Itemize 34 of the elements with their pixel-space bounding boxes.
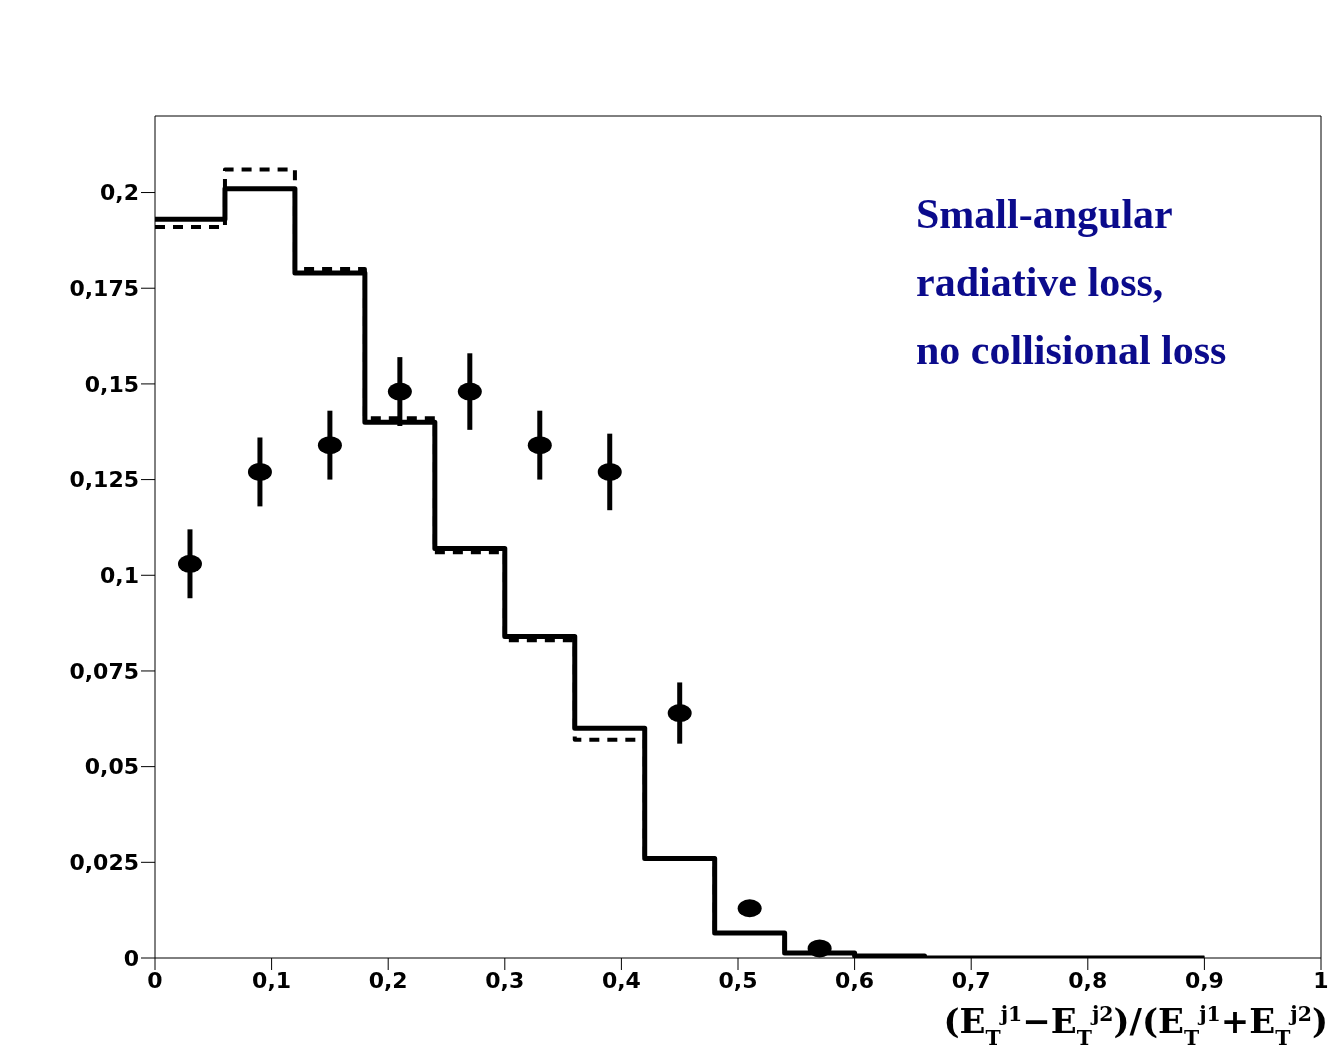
point <box>737 899 762 918</box>
x-tick-label: 0,7 <box>951 967 991 993</box>
y-tick-label: 0,025 <box>69 850 139 876</box>
x-tick-label: 0 <box>147 967 163 993</box>
annotation: radiative loss, <box>916 258 1165 307</box>
point <box>807 939 832 958</box>
y-tick-label: 0,075 <box>69 658 139 684</box>
annotation: no collisional loss <box>916 326 1227 375</box>
y-tick-label: 0,125 <box>69 467 139 493</box>
y-tick-label: 0,05 <box>84 754 139 780</box>
point <box>177 554 202 573</box>
x-tick-label: 0,5 <box>718 967 758 993</box>
point <box>387 382 412 401</box>
text: (E$_{T}$$^{j1}$−E$_{T}$$^{j2}$)/(E$_{T}$$^{j1}$+E$_{T}$$^{j2}$) <box>943 1001 1328 1050</box>
x-tick-label: 0,4 <box>601 967 641 993</box>
point <box>247 462 272 481</box>
x-tick-label: 1 <box>1313 967 1329 993</box>
x-tick-label: 0,3 <box>485 967 525 993</box>
x-tick-label: 0,8 <box>1068 967 1108 993</box>
point <box>317 436 342 455</box>
point <box>527 436 552 455</box>
x-tick-label: 0,2 <box>368 967 408 993</box>
point <box>667 704 692 723</box>
y-tick-label: 0,2 <box>100 180 139 206</box>
x-tick-label: 0,9 <box>1184 967 1224 993</box>
annotation: Small-angular <box>916 190 1174 239</box>
y-tick-label: 0,15 <box>84 371 139 397</box>
x-tick-label: 0,1 <box>252 967 292 993</box>
y-tick-label: 0 <box>123 945 139 971</box>
y-tick-label: 0,1 <box>100 563 139 589</box>
point <box>597 462 622 481</box>
x-tick-label: 0,6 <box>835 967 875 993</box>
y-tick-label: 0,175 <box>69 276 139 302</box>
point <box>457 382 482 401</box>
